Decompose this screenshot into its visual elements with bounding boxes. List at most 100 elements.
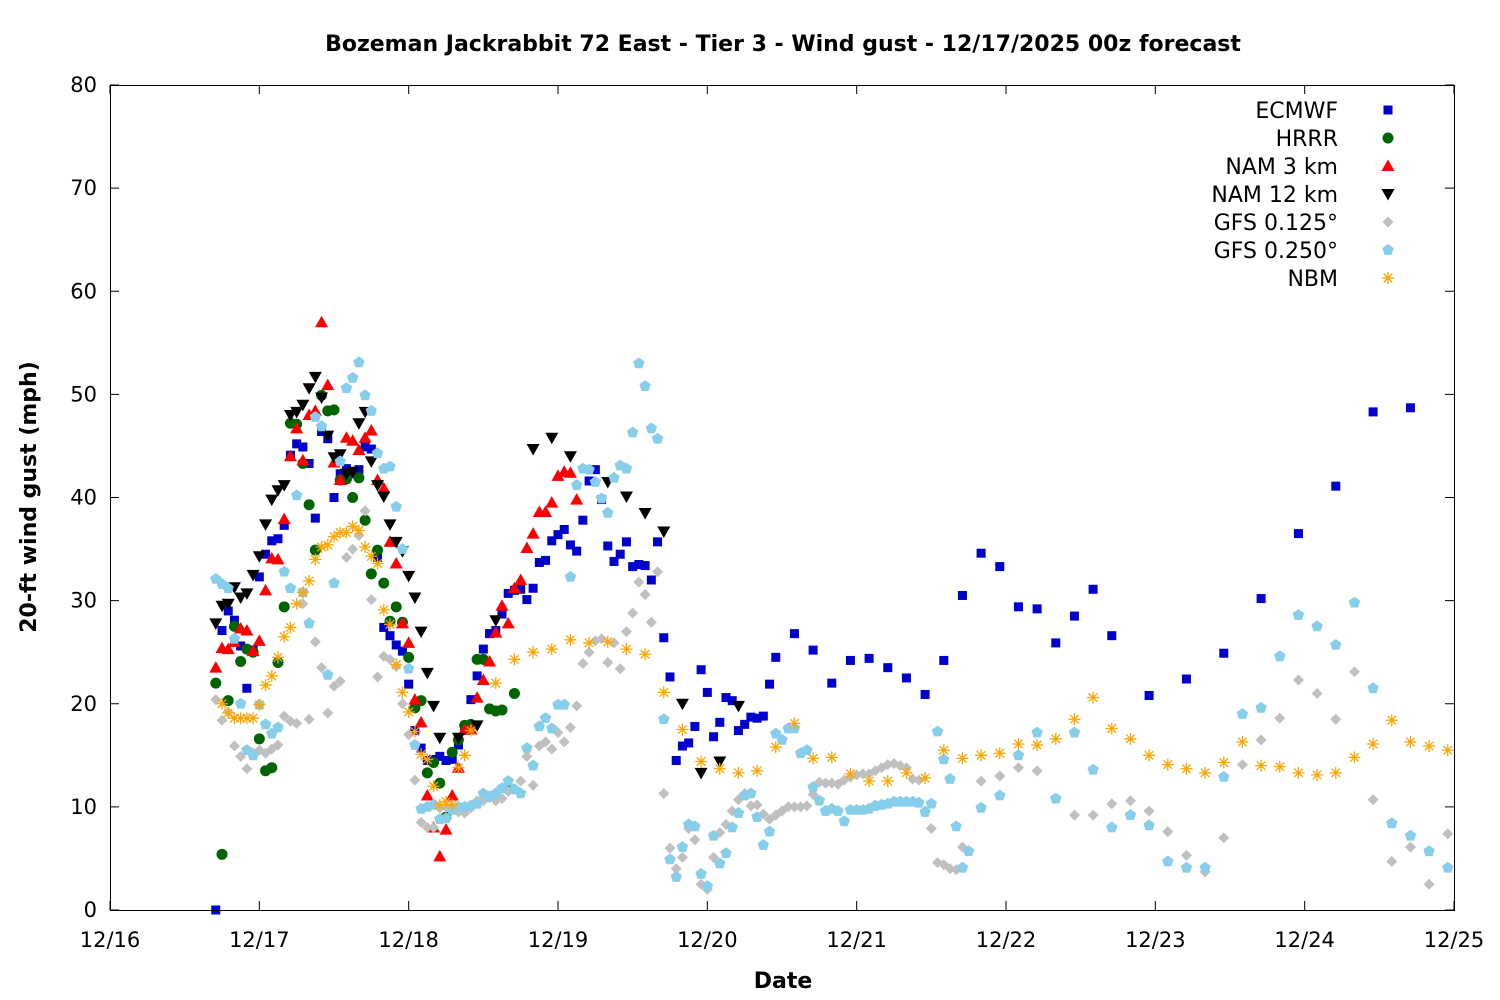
data-point xyxy=(341,464,351,474)
data-point xyxy=(241,763,253,775)
data-point xyxy=(720,847,732,859)
x-tick-label: 12/24 xyxy=(1274,928,1335,952)
data-point xyxy=(389,536,403,549)
data-point xyxy=(501,616,515,629)
data-point xyxy=(228,740,240,752)
data-point xyxy=(633,357,645,369)
data-point xyxy=(265,669,278,682)
data-point xyxy=(652,566,664,578)
data-point xyxy=(433,798,446,811)
data-point xyxy=(857,768,869,780)
data-point xyxy=(292,439,302,449)
data-point xyxy=(639,648,652,661)
data-point xyxy=(583,636,596,649)
data-point xyxy=(303,617,315,629)
data-point xyxy=(1404,735,1417,748)
x-tick-label: 12/19 xyxy=(528,928,589,952)
data-point xyxy=(751,764,764,777)
data-point xyxy=(782,801,794,813)
data-point xyxy=(240,588,254,600)
data-point xyxy=(533,720,545,732)
data-point xyxy=(346,520,359,533)
data-point xyxy=(364,456,378,468)
data-point xyxy=(633,576,645,588)
data-point xyxy=(271,552,285,565)
data-point xyxy=(551,469,565,481)
data-point xyxy=(364,423,378,436)
data-point xyxy=(242,683,252,693)
data-point xyxy=(446,746,458,758)
data-point xyxy=(223,606,233,616)
data-point xyxy=(309,636,321,648)
data-point xyxy=(298,442,308,452)
x-tick-label: 12/21 xyxy=(826,928,887,952)
data-point xyxy=(240,624,254,636)
data-point xyxy=(638,507,652,520)
data-point xyxy=(246,569,260,582)
data-point xyxy=(303,499,315,511)
data-point xyxy=(278,710,290,722)
data-point xyxy=(1385,714,1398,727)
data-point xyxy=(1068,713,1081,726)
data-point xyxy=(379,622,389,632)
data-point xyxy=(1032,604,1042,614)
data-point xyxy=(657,686,670,699)
data-point xyxy=(234,712,247,725)
data-point xyxy=(726,821,738,833)
x-tick-label: 12/23 xyxy=(1125,928,1186,952)
data-point xyxy=(310,513,320,523)
data-point xyxy=(471,797,483,809)
data-point xyxy=(408,592,422,605)
data-point xyxy=(788,717,801,730)
data-point xyxy=(695,755,708,768)
data-point xyxy=(1124,809,1137,820)
data-point xyxy=(508,653,521,666)
y-tick-label: 10 xyxy=(70,795,97,819)
data-point xyxy=(1031,726,1043,738)
data-point xyxy=(246,644,260,657)
data-point xyxy=(1423,740,1436,753)
data-point xyxy=(347,492,359,503)
data-point xyxy=(1161,758,1174,771)
data-point xyxy=(515,787,527,799)
data-point xyxy=(1124,795,1136,807)
data-point xyxy=(1105,722,1118,735)
data-point xyxy=(1049,732,1062,745)
data-point xyxy=(365,568,377,580)
data-point xyxy=(758,711,768,721)
data-point xyxy=(328,530,340,543)
chart-title: Bozeman Jackrabbit 72 East - Tier 3 - Wi… xyxy=(325,32,1241,57)
data-point xyxy=(1069,611,1079,621)
data-point xyxy=(1218,771,1230,782)
data-point xyxy=(1367,682,1379,694)
data-point xyxy=(340,382,353,393)
plot-border xyxy=(110,85,1455,911)
data-point xyxy=(340,526,353,539)
data-point xyxy=(291,489,303,501)
data-point xyxy=(1330,639,1342,650)
data-point xyxy=(695,867,707,879)
data-point xyxy=(266,762,278,774)
data-point xyxy=(676,841,689,852)
data-point xyxy=(304,458,314,468)
data-point xyxy=(639,380,651,391)
data-point xyxy=(433,732,447,745)
data-point xyxy=(1330,713,1342,725)
data-point xyxy=(545,496,559,508)
data-point xyxy=(658,713,670,725)
data-point xyxy=(296,399,310,412)
data-point xyxy=(746,712,756,722)
data-point xyxy=(751,811,763,822)
data-point xyxy=(752,713,762,723)
data-point xyxy=(944,773,956,784)
data-point xyxy=(1068,726,1081,738)
data-point xyxy=(788,801,800,813)
data-point xyxy=(322,707,334,719)
data-point xyxy=(740,719,750,729)
data-point xyxy=(346,434,360,446)
data-point xyxy=(1199,766,1212,779)
data-point xyxy=(975,775,987,787)
data-point xyxy=(601,635,614,648)
data-point xyxy=(421,767,433,779)
series-gfs-0-250- xyxy=(210,356,1454,892)
